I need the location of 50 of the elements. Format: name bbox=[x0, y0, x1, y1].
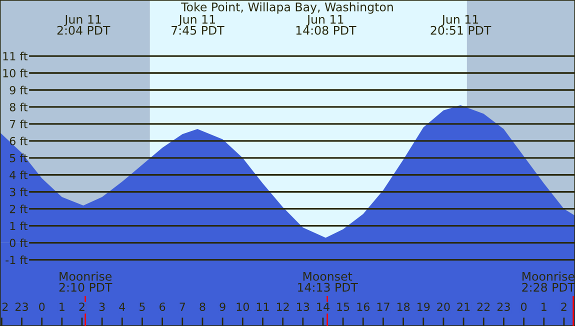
y-tick-label: 5 ft bbox=[10, 154, 28, 162]
y-tick-label: 10 ft bbox=[3, 68, 28, 78]
y-tick-label: 2 ft bbox=[10, 204, 28, 214]
y-tick-label: 0 ft bbox=[10, 238, 28, 248]
y-tick-label: 8 ft bbox=[10, 102, 28, 112]
x-tick-label: 11 bbox=[256, 302, 269, 311]
x-tick-label: 6 bbox=[160, 302, 166, 311]
ref-line-label: Moonset 14:13 PDT bbox=[298, 272, 358, 292]
x-tick-label: 16 bbox=[357, 302, 370, 311]
y-tick-label: 7 ft bbox=[10, 120, 28, 128]
annotation: Jun 11 2:04 PDT bbox=[57, 15, 110, 35]
x-tick-label: 2 bbox=[2, 302, 8, 311]
x-tick-label: 10 bbox=[236, 302, 249, 311]
x-tick-label: 19 bbox=[418, 302, 430, 311]
x-tick-label: 13 bbox=[297, 302, 310, 311]
y-tick-label: 6 ft bbox=[10, 136, 28, 146]
x-tick-label: 7 bbox=[180, 302, 185, 311]
y-tick-label: 1 ft bbox=[10, 222, 28, 230]
x-tick-label: 1 bbox=[60, 302, 64, 311]
x-tick-label: 15 bbox=[337, 302, 350, 311]
annotation: Jun 11 20:51 PDT bbox=[430, 15, 492, 35]
x-tick-label: 9 bbox=[220, 302, 226, 311]
chart-title: Toke Point, Willapa Bay, Washington bbox=[181, 2, 393, 14]
x-tick-label: 1 bbox=[542, 302, 546, 311]
x-tick-label: 0 bbox=[520, 302, 527, 311]
x-tick-label: 5 bbox=[140, 302, 145, 311]
x-tick-label: 12 bbox=[276, 302, 289, 311]
ref-line-label: Moonrise 2:10 PDT bbox=[59, 272, 112, 292]
y-tick-label: 3 ft bbox=[10, 188, 28, 196]
annotation: Jun 11 14:08 PDT bbox=[296, 15, 356, 35]
y-tick-label: 4 ft bbox=[10, 170, 28, 180]
x-tick-label: 8 bbox=[200, 302, 206, 311]
y-tick-label: 9 ft bbox=[10, 86, 28, 94]
x-tick-label: 2 bbox=[79, 302, 84, 311]
x-tick-label: 23 bbox=[16, 302, 28, 311]
ref-line-label: Moonrise 2:28 PDT bbox=[522, 272, 575, 292]
x-tick-label: 3 bbox=[99, 302, 105, 311]
x-tick-label: 17 bbox=[377, 302, 390, 311]
x-tick-label: 20 bbox=[437, 302, 450, 311]
y-tick-label: 11 ft bbox=[3, 52, 28, 60]
y-tick-label: -1 ft bbox=[6, 256, 28, 264]
x-tick-label: 0 bbox=[39, 302, 45, 311]
x-tick-label: 23 bbox=[497, 302, 510, 311]
x-tick-label: 14 bbox=[317, 302, 330, 311]
x-tick-label: 18 bbox=[397, 302, 410, 311]
x-tick-label: 22 bbox=[477, 302, 490, 311]
annotation: Jun 11 7:45 PDT bbox=[172, 15, 224, 35]
x-tick-label: 4 bbox=[119, 302, 126, 311]
x-tick-label: 21 bbox=[457, 302, 470, 311]
x-tick-label: 2 bbox=[561, 302, 566, 311]
